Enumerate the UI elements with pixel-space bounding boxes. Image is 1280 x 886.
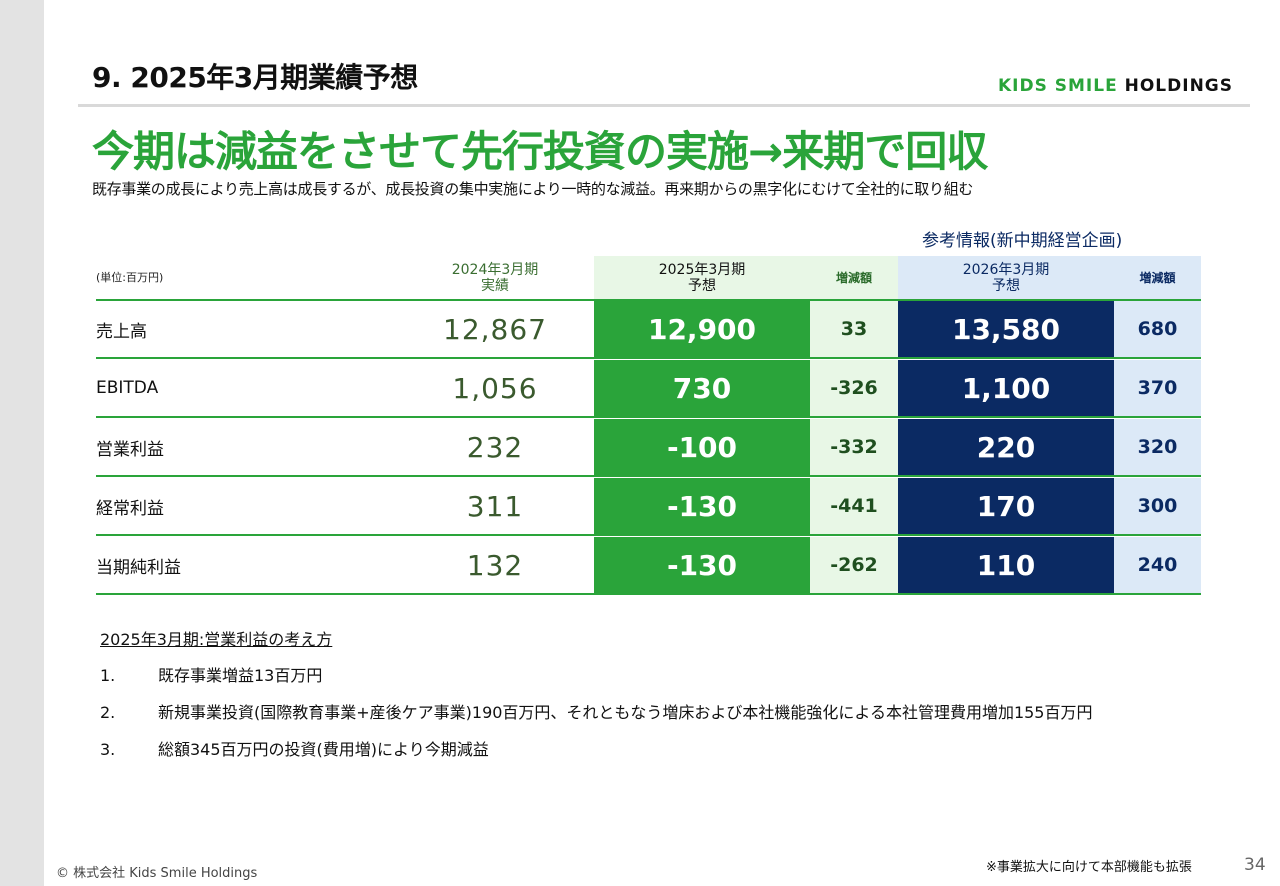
table-header-line bbox=[96, 299, 1201, 301]
change-2026-value: 680 bbox=[1114, 301, 1201, 357]
change-2026-value: 300 bbox=[1114, 478, 1201, 534]
change-2025-value: -441 bbox=[810, 478, 898, 534]
note-number: 1. bbox=[100, 666, 116, 685]
subtitle: 既存事業の成長により売上高は成長するが、成長投資の集中実施により一時的な減益。再… bbox=[92, 180, 974, 198]
logo-part2: HOLDINGS bbox=[1124, 76, 1233, 96]
change-2025-value: -262 bbox=[810, 537, 898, 593]
table-row: EBITDA 1,056 730 -326 1,100 370 bbox=[96, 360, 1201, 418]
header-actual-2024-period: 2024年3月期 bbox=[451, 262, 539, 278]
table-row: 営業利益 232 -100 -332 220 320 bbox=[96, 419, 1201, 477]
forecast-2025-value: 12,900 bbox=[594, 301, 810, 357]
change-2026-value: 370 bbox=[1114, 360, 1201, 416]
row-label: 当期純利益 bbox=[96, 557, 181, 578]
row-divider bbox=[96, 416, 1201, 418]
row-divider bbox=[96, 593, 1201, 595]
header-forecast-2025-period: 2025年3月期 bbox=[658, 262, 746, 278]
actual-2024-value: 132 bbox=[466, 548, 524, 582]
header-forecast-2026-type: 予想 bbox=[992, 278, 1020, 294]
header-forecast-2026: 2026年3月期 予想 bbox=[898, 256, 1114, 300]
note-text: 総額345百万円の投資(費用増)により今期減益 bbox=[158, 740, 489, 759]
note-number: 2. bbox=[100, 703, 116, 722]
note-text: 新規事業投資(国際教育事業+産後ケア事業)190百万円、それともなう増床および本… bbox=[158, 703, 1093, 722]
row-divider bbox=[96, 475, 1201, 477]
actual-2024-value: 1,056 bbox=[452, 371, 538, 405]
row-divider bbox=[96, 534, 1201, 536]
actual-2024-value: 12,867 bbox=[443, 312, 547, 346]
page-number: 34 bbox=[1244, 855, 1266, 875]
row-divider bbox=[96, 357, 1201, 359]
forecast-2026-value: 170 bbox=[898, 478, 1114, 534]
header-divider bbox=[78, 104, 1250, 107]
forecast-2026-value: 1,100 bbox=[898, 360, 1114, 416]
company-logo: KIDS SMILE HOLDINGS bbox=[998, 76, 1233, 96]
actual-2024-value: 232 bbox=[466, 430, 524, 464]
header-change-2026: 増減額 bbox=[1114, 256, 1201, 300]
note-item: 2. 新規事業投資(国際教育事業+産後ケア事業)190百万円、それともなう増床およ… bbox=[100, 699, 1093, 723]
forecast-2026-value: 13,580 bbox=[898, 301, 1114, 357]
actual-2024-value: 311 bbox=[466, 489, 524, 523]
header-actual-2024: 2024年3月期 実績 bbox=[396, 256, 594, 300]
note-text: 既存事業増益13百万円 bbox=[158, 666, 323, 685]
change-2026-value: 240 bbox=[1114, 537, 1201, 593]
table-row: 当期純利益 132 -130 -262 110 240 bbox=[96, 537, 1201, 595]
note-item: 1. 既存事業増益13百万円 bbox=[100, 662, 322, 686]
note-number: 3. bbox=[100, 740, 116, 759]
header-forecast-2025: 2025年3月期 予想 bbox=[594, 256, 810, 300]
row-label: 売上高 bbox=[96, 321, 147, 342]
note-item: 3. 総額345百万円の投資(費用増)により今期減益 bbox=[100, 736, 489, 760]
table-row: 売上高 12,867 12,900 33 13,580 680 bbox=[96, 301, 1201, 359]
notes-title: 2025年3月期:営業利益の考え方 bbox=[100, 630, 333, 649]
forecast-table: (単位:百万円) 2024年3月期 実績 2025年3月期 予想 増減額 202… bbox=[96, 256, 1201, 596]
unit-label: (単位:百万円) bbox=[96, 271, 164, 284]
copyright: © 株式会社 Kids Smile Holdings bbox=[56, 866, 258, 881]
change-2026-value: 320 bbox=[1114, 419, 1201, 475]
change-2025-value: -326 bbox=[810, 360, 898, 416]
section-title: 9. 2025年3月期業績予想 bbox=[92, 61, 418, 94]
reference-label: 参考情報(新中期経営企画) bbox=[922, 231, 1123, 251]
table-row: 経常利益 311 -130 -441 170 300 bbox=[96, 478, 1201, 536]
forecast-2025-value: -100 bbox=[594, 419, 810, 475]
change-2025-value: -332 bbox=[810, 419, 898, 475]
header-change-2025: 増減額 bbox=[810, 256, 898, 300]
forecast-2025-value: -130 bbox=[594, 537, 810, 593]
header-actual-2024-type: 実績 bbox=[481, 278, 509, 294]
row-label: 経常利益 bbox=[96, 498, 164, 519]
row-label: EBITDA bbox=[96, 378, 159, 398]
change-2025-value: 33 bbox=[810, 301, 898, 357]
header-forecast-2025-type: 予想 bbox=[688, 278, 716, 294]
forecast-2026-value: 110 bbox=[898, 537, 1114, 593]
logo-part1: KIDS SMILE bbox=[998, 76, 1118, 96]
row-label: 営業利益 bbox=[96, 439, 164, 460]
footnote: ※事業拡大に向けて本部機能も拡張 bbox=[986, 860, 1192, 875]
headline: 今期は減益をさせて先行投資の実施→来期で回収 bbox=[92, 127, 988, 176]
left-accent-bar bbox=[0, 0, 44, 886]
header-forecast-2026-period: 2026年3月期 bbox=[962, 262, 1050, 278]
forecast-2025-value: -130 bbox=[594, 478, 810, 534]
forecast-2026-value: 220 bbox=[898, 419, 1114, 475]
forecast-2025-value: 730 bbox=[594, 360, 810, 416]
